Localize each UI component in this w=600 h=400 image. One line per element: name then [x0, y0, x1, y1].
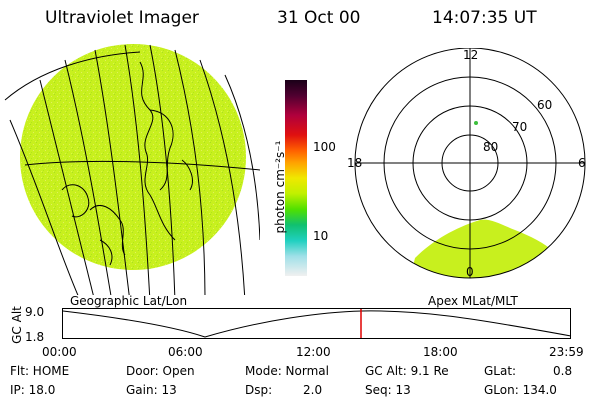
lat-label-70: 70	[512, 120, 528, 134]
x-tick-2: 12:00	[296, 345, 331, 359]
mlt-label-0: 0	[466, 265, 474, 279]
info-glat-label: GLat:	[484, 364, 517, 378]
info-gain: Gain: 13	[126, 383, 177, 397]
altitude-curve	[62, 310, 572, 338]
time-label: 14:07:35 UT	[432, 8, 537, 28]
y-tick-max: 9.0	[25, 305, 45, 319]
apex-polar-plot	[354, 48, 586, 279]
info-glat-value: 0.8	[553, 364, 573, 378]
apex-label: Apex MLat/MLT	[428, 294, 518, 308]
colorbar	[285, 80, 307, 276]
colorbar-tick-10: 10	[313, 229, 329, 243]
y-tick-min: 1.8	[25, 330, 45, 344]
mlt-label-6: 6	[578, 156, 586, 170]
x-tick-4: 23:59	[549, 345, 584, 359]
colorbar-unit-label: photon cm⁻²s⁻¹	[273, 140, 287, 234]
mlt-label-12: 12	[463, 48, 479, 62]
lat-label-80: 80	[483, 140, 499, 154]
info-glon: GLon: 134.0	[484, 383, 557, 397]
earth-disk	[20, 44, 246, 270]
date-label: 31 Oct 00	[277, 8, 361, 28]
geographic-image	[4, 44, 260, 295]
info-seq: Seq: 13	[365, 383, 411, 397]
x-tick-1: 06:00	[168, 345, 203, 359]
x-tick-3: 18:00	[423, 345, 458, 359]
app-title: Ultraviolet Imager	[45, 8, 199, 28]
info-dsp-label: Dsp:	[245, 383, 273, 397]
aurora-point	[474, 121, 478, 125]
mlt-label-18: 18	[347, 156, 363, 170]
lon-grid	[4, 44, 260, 295]
info-flight: Flt: HOME	[10, 364, 70, 378]
altitude-plot	[62, 308, 572, 339]
colorbar-tick-100: 100	[313, 140, 336, 154]
lat-label-60: 60	[537, 98, 553, 112]
info-ip: IP: 18.0	[10, 383, 56, 397]
info-mode: Mode: Normal	[245, 364, 329, 378]
aurora-region	[410, 219, 562, 278]
x-tick-0: 00:00	[42, 345, 77, 359]
info-dsp-value: 2.0	[303, 383, 323, 397]
geographic-label: Geographic Lat/Lon	[70, 294, 188, 308]
info-door: Door: Open	[126, 364, 195, 378]
gc-alt-ylabel: GC Alt	[10, 306, 24, 344]
info-gc-alt: GC Alt: 9.1 Re	[365, 364, 449, 378]
